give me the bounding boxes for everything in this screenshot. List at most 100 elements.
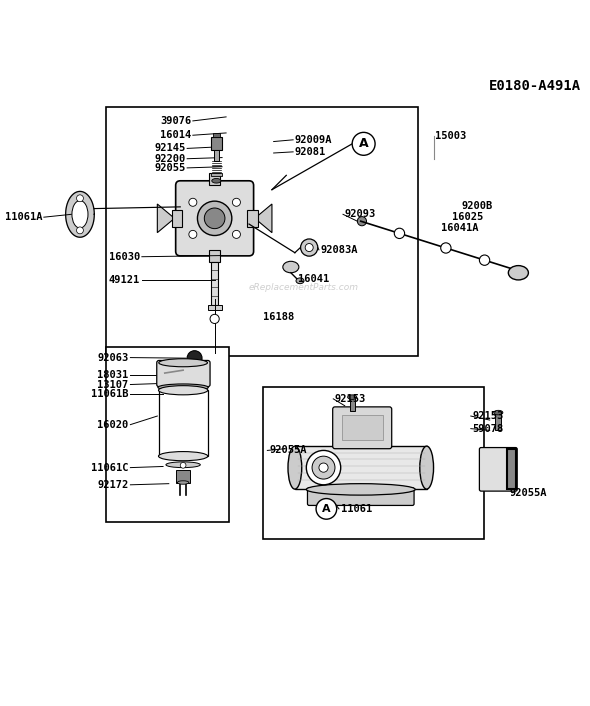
Bar <box>496 413 500 431</box>
Text: 92055: 92055 <box>155 163 186 173</box>
Text: 11061B: 11061B <box>91 389 129 400</box>
Circle shape <box>441 243 451 253</box>
Ellipse shape <box>306 484 415 495</box>
Text: 92172: 92172 <box>97 480 129 490</box>
Text: 11061A: 11061A <box>5 213 42 222</box>
Text: 16025: 16025 <box>453 213 484 222</box>
FancyBboxPatch shape <box>333 407 392 449</box>
Text: A: A <box>322 504 331 514</box>
Bar <box>176 470 190 482</box>
Text: 92200: 92200 <box>155 154 186 164</box>
Bar <box>172 210 182 227</box>
Ellipse shape <box>348 395 357 400</box>
Bar <box>214 150 219 161</box>
Ellipse shape <box>494 410 503 415</box>
Ellipse shape <box>288 446 301 489</box>
Bar <box>263 388 484 539</box>
Circle shape <box>352 132 375 155</box>
Bar <box>211 174 221 176</box>
Bar <box>209 250 221 262</box>
Text: 92063: 92063 <box>97 352 129 363</box>
Bar <box>106 347 229 522</box>
Circle shape <box>232 198 240 206</box>
Bar <box>507 449 516 489</box>
Circle shape <box>198 201 232 236</box>
Text: 39076: 39076 <box>160 116 192 126</box>
Circle shape <box>189 230 197 239</box>
Circle shape <box>300 239 318 256</box>
Text: 92009A: 92009A <box>295 135 332 145</box>
Ellipse shape <box>283 261 299 273</box>
Text: 92145: 92145 <box>155 143 186 153</box>
Bar <box>213 133 220 137</box>
Text: 11061C: 11061C <box>91 462 129 472</box>
Circle shape <box>210 314 219 323</box>
Bar <box>295 446 427 489</box>
Text: 16041: 16041 <box>298 273 329 284</box>
Polygon shape <box>65 191 94 237</box>
Circle shape <box>77 227 83 234</box>
Circle shape <box>316 498 337 519</box>
Text: 16020: 16020 <box>97 419 129 430</box>
Circle shape <box>319 463 328 472</box>
Ellipse shape <box>159 359 208 366</box>
Bar <box>247 210 258 227</box>
Circle shape <box>187 351 202 366</box>
Bar <box>159 390 208 456</box>
Text: 92083A: 92083A <box>320 245 358 255</box>
Text: 16041A: 16041A <box>441 223 478 233</box>
Polygon shape <box>158 204 175 233</box>
Ellipse shape <box>72 201 88 228</box>
Text: 92081: 92081 <box>295 147 326 157</box>
Circle shape <box>232 230 240 239</box>
Text: 16030: 16030 <box>109 252 140 262</box>
Text: eReplacementParts.com: eReplacementParts.com <box>248 282 359 292</box>
Text: 92055A: 92055A <box>510 489 548 498</box>
Bar <box>342 415 382 440</box>
Bar <box>211 137 222 150</box>
Bar <box>208 304 221 311</box>
Ellipse shape <box>159 452 208 461</box>
Bar <box>106 107 418 356</box>
Text: 92093: 92093 <box>345 209 376 220</box>
Circle shape <box>305 244 313 251</box>
Circle shape <box>181 462 186 468</box>
Text: 59078: 59078 <box>473 424 504 433</box>
Ellipse shape <box>178 481 189 484</box>
Text: 9200B: 9200B <box>461 201 492 211</box>
Ellipse shape <box>158 384 208 391</box>
Ellipse shape <box>159 385 208 395</box>
Ellipse shape <box>509 265 529 280</box>
Text: 15003: 15003 <box>435 131 467 141</box>
Text: 92153: 92153 <box>473 411 504 421</box>
FancyBboxPatch shape <box>176 181 254 256</box>
Text: 92055A: 92055A <box>269 445 307 455</box>
Text: 11061: 11061 <box>340 504 372 514</box>
FancyBboxPatch shape <box>307 488 414 505</box>
Bar <box>350 397 355 412</box>
Circle shape <box>77 195 83 202</box>
Bar <box>211 262 218 304</box>
Circle shape <box>189 198 197 206</box>
Circle shape <box>306 450 340 485</box>
Text: A: A <box>359 138 368 150</box>
Text: 13107: 13107 <box>97 380 129 390</box>
Text: 92153: 92153 <box>335 394 366 404</box>
Text: 18031: 18031 <box>97 370 129 380</box>
Circle shape <box>312 456 335 479</box>
Ellipse shape <box>296 278 304 284</box>
Polygon shape <box>255 204 272 233</box>
Text: 16188: 16188 <box>263 313 294 323</box>
Circle shape <box>204 208 225 229</box>
Text: E0180-A491A: E0180-A491A <box>489 79 581 93</box>
FancyBboxPatch shape <box>157 361 210 387</box>
Ellipse shape <box>420 446 434 489</box>
Ellipse shape <box>212 179 221 183</box>
Circle shape <box>480 255 490 265</box>
Circle shape <box>394 228 405 239</box>
Text: 49121: 49121 <box>109 275 140 285</box>
FancyBboxPatch shape <box>480 448 517 491</box>
Circle shape <box>358 217 366 226</box>
Bar <box>209 173 221 186</box>
Text: 16014: 16014 <box>160 130 192 140</box>
